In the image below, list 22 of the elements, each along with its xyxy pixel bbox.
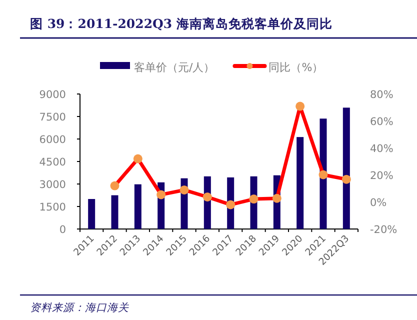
y2-tick-label: 60% <box>370 116 394 128</box>
y-tick-label: 3000 <box>39 179 66 191</box>
y2-tick-label: 40% <box>370 143 394 155</box>
bar <box>134 184 142 229</box>
bar <box>296 137 304 229</box>
text: 资料来源：海口海关 <box>30 302 129 314</box>
y-tick-label: 4500 <box>39 156 66 168</box>
chart-title: 图 39：2011-2022Q3 海南离岛免税客单价及同比 <box>30 16 332 31</box>
bar <box>342 108 350 229</box>
bar <box>111 195 118 229</box>
y-tick-label: 1500 <box>39 202 66 214</box>
y2-tick-label: -20% <box>370 224 398 236</box>
y-tick-label: 7500 <box>39 112 66 124</box>
y-tick-label: 6000 <box>39 134 66 146</box>
y2-tick-label: 20% <box>370 170 394 182</box>
y-tick-label: 0 <box>59 224 66 236</box>
y2-tick-label: 80% <box>370 89 394 101</box>
legend-label: 客单价（元/人） <box>134 61 215 74</box>
y-tick-label: 9000 <box>39 89 66 101</box>
y2-tick-label: 0% <box>370 197 387 209</box>
bar <box>88 199 96 229</box>
legend-label: 同比（%） <box>268 61 324 74</box>
